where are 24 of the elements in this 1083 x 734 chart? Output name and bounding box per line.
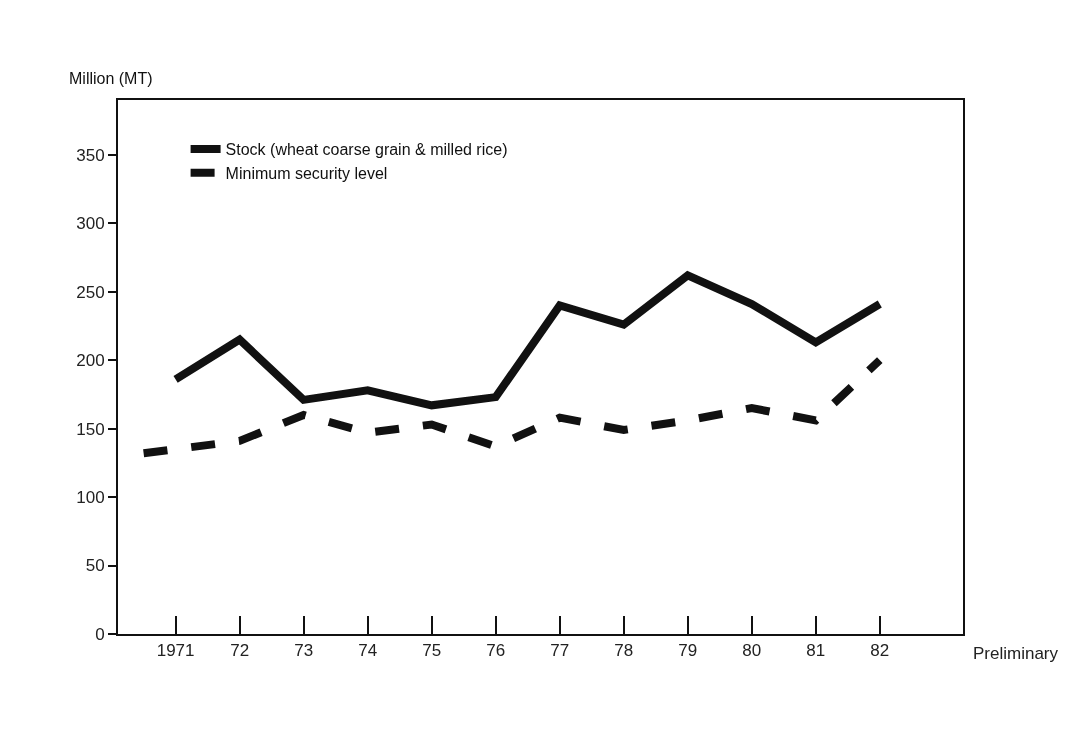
x-tick-label: 82 bbox=[870, 641, 890, 661]
y-tick-label: 350 bbox=[76, 145, 105, 165]
x-tick-label: 79 bbox=[678, 641, 698, 661]
x-tick-label: 77 bbox=[550, 641, 570, 661]
y-tick-label: 300 bbox=[76, 214, 105, 234]
y-tick-label: 0 bbox=[95, 624, 105, 644]
x-tick-label: 73 bbox=[294, 641, 314, 661]
legend-label: Minimum security level bbox=[225, 164, 388, 182]
x-tick-label: 74 bbox=[358, 641, 378, 661]
x-tick-label: 76 bbox=[486, 641, 506, 661]
y-tick-label: 250 bbox=[76, 282, 105, 302]
x-tick-label: 75 bbox=[422, 641, 442, 661]
y-tick-label: 150 bbox=[76, 419, 105, 439]
x-tick-label: 78 bbox=[614, 641, 634, 661]
x-tick-label: 72 bbox=[230, 641, 250, 661]
y-axis-title: Million (MT) bbox=[69, 70, 153, 87]
x-tick-label: 81 bbox=[806, 641, 826, 661]
x-tick-label: 1971 bbox=[156, 641, 195, 661]
y-tick-label: 50 bbox=[85, 556, 105, 576]
y-tick-label: 100 bbox=[76, 488, 105, 508]
legend-label: Stock (wheat coarse grain & milled rice) bbox=[225, 141, 508, 159]
text: Preliminary bbox=[973, 644, 1059, 663]
x-tick-label: 80 bbox=[742, 641, 762, 661]
y-tick-label: 200 bbox=[76, 351, 105, 371]
